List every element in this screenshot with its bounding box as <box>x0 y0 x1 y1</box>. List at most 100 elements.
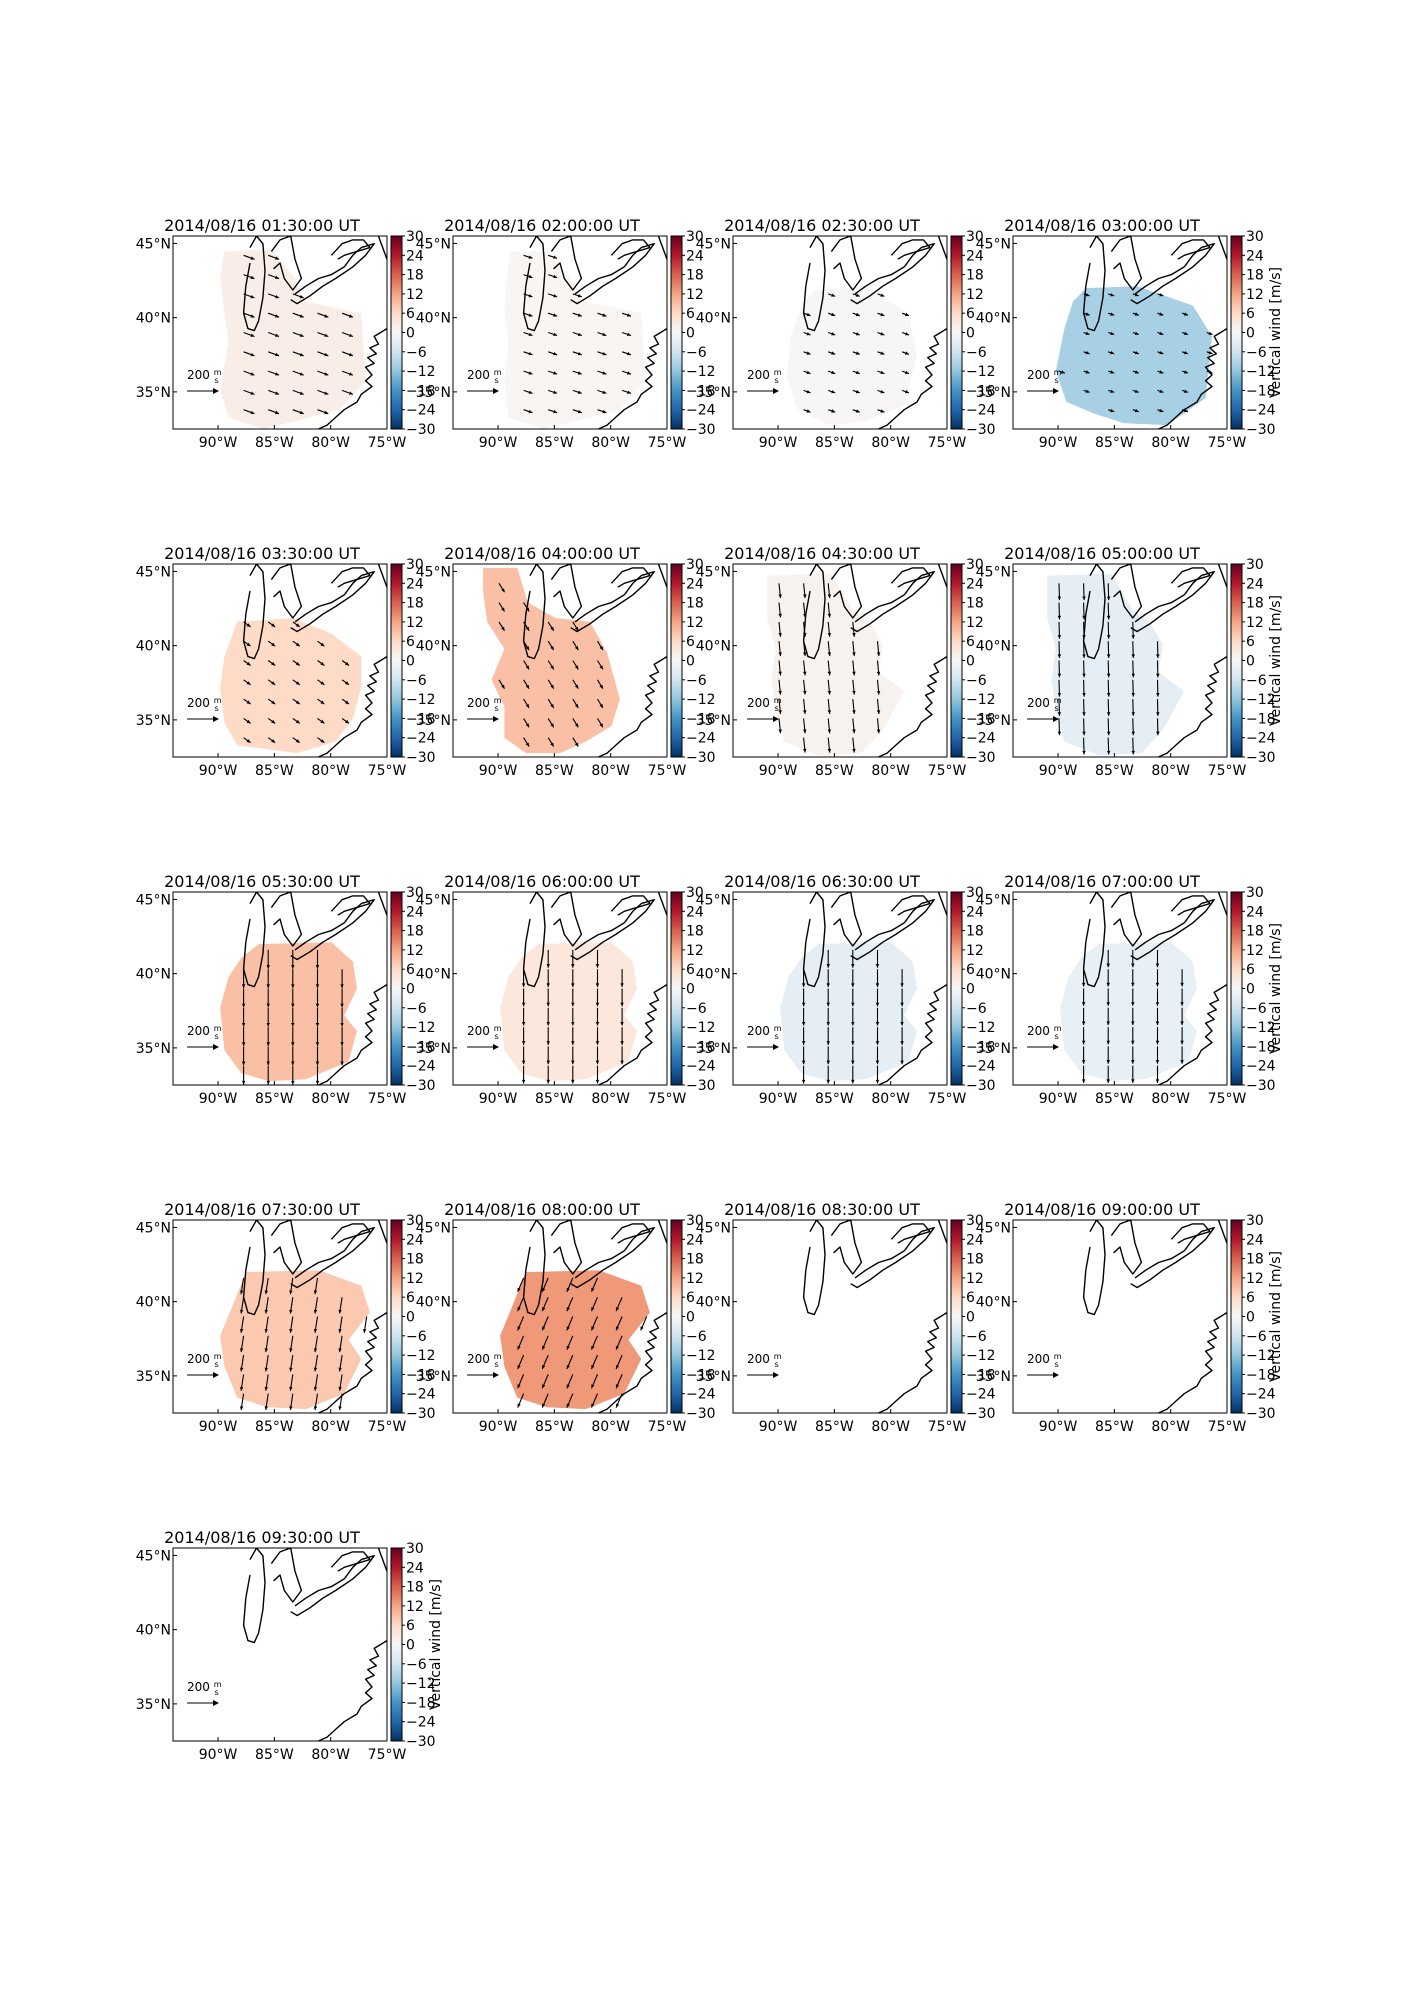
colorbar-label: Vertical wind [m/s] <box>1268 595 1284 726</box>
panel-title: 2014/08/16 03:00:00 UT <box>1004 216 1200 235</box>
wind-vector <box>1157 389 1164 393</box>
wind-vector <box>268 293 280 299</box>
coastline <box>270 891 303 947</box>
wind-vector <box>851 969 855 987</box>
colorbar-tick-label: 12 <box>406 943 424 959</box>
wind-vector <box>1131 988 1135 1006</box>
wind-vector <box>243 274 255 280</box>
wind-vector <box>590 1335 599 1350</box>
wind-vector <box>548 370 558 375</box>
wind-vector <box>1108 351 1115 355</box>
colorbar-tick-label: −30 <box>406 422 436 438</box>
wind-vector <box>1081 1027 1086 1045</box>
x-tick-label: 85°W <box>1095 435 1134 451</box>
wind-vector <box>590 1277 599 1293</box>
wind-vector <box>267 717 276 724</box>
wind-vector <box>801 1007 806 1026</box>
colorbar-tick-label: −30 <box>1246 1406 1276 1422</box>
wind-vector <box>1082 602 1086 620</box>
wind-vector <box>541 1393 549 1408</box>
colorbar-tick-label: −30 <box>966 750 996 766</box>
wind-vector <box>852 621 856 637</box>
colorbar-tick-label: 0 <box>686 1310 695 1326</box>
wind-vector <box>875 1065 880 1084</box>
x-tick-label: 75°W <box>648 435 687 451</box>
wind-vector <box>597 312 607 317</box>
map-panel: 2014/08/16 08:30:00 UT 90°W 85°W 80°W 75°W 45… <box>696 1200 996 1435</box>
wind-vector <box>1155 1027 1160 1045</box>
wind-vector <box>566 1335 574 1350</box>
x-tick-label: 75°W <box>928 1419 967 1435</box>
wind-vector <box>523 640 530 651</box>
colorbar-tick-label: 6 <box>686 962 695 978</box>
colorbar-tick-label: −30 <box>966 422 996 438</box>
x-tick-label: 75°W <box>368 1091 407 1107</box>
wind-vector <box>595 949 600 968</box>
wind-vector <box>291 1065 295 1085</box>
coastline <box>657 1219 668 1244</box>
wind-vector <box>1132 293 1139 297</box>
x-tick-label: 80°W <box>591 1419 630 1435</box>
wind-vector <box>548 254 558 259</box>
panel-title: 2014/08/16 09:00:00 UT <box>1004 1200 1200 1219</box>
y-tick-label: 45°N <box>696 564 731 580</box>
x-tick-label: 90°W <box>479 763 518 779</box>
colorbar-gradient <box>1230 235 1243 430</box>
coastline <box>937 563 948 588</box>
colorbar-tick-label: −18 <box>1246 711 1276 727</box>
colorbar-tick-label: 6 <box>686 1290 695 1306</box>
coastline <box>850 242 935 305</box>
wind-vector <box>317 660 325 666</box>
wind-vector <box>571 949 575 968</box>
colorbar-tick-label: 6 <box>966 1290 975 1306</box>
wind-vector <box>523 718 530 728</box>
colorbar-label: Vertical wind [m/s] <box>1268 1251 1284 1382</box>
wind-vector <box>341 312 354 318</box>
colorbar-gradient <box>950 1219 963 1414</box>
colorbar-tick-label: 6 <box>406 634 415 650</box>
wind-vector <box>900 969 904 987</box>
colorbar-tick-label: 30 <box>966 885 984 901</box>
wind-vector <box>1155 1046 1160 1064</box>
wind-vector <box>803 331 811 336</box>
wind-vector <box>597 409 607 414</box>
wind-vector <box>778 641 782 657</box>
wind-vector <box>572 640 579 651</box>
y-tick-label: 35°N <box>416 713 451 729</box>
colorbar-tick-label: 18 <box>1246 1252 1264 1268</box>
colorbar-tick-label: −18 <box>686 383 716 399</box>
coastline <box>657 235 668 260</box>
wind-vector <box>1108 331 1115 336</box>
wind-vector <box>827 621 832 637</box>
y-tick-label: 35°N <box>696 1369 731 1385</box>
coastline <box>1110 891 1143 947</box>
coastline <box>1170 1223 1211 1244</box>
coastline <box>570 899 655 961</box>
colorbar-label: Vertical wind [m/s] <box>428 1579 444 1710</box>
wind-vector <box>523 737 530 747</box>
colorbar-tick-label: 24 <box>406 248 424 264</box>
colorbar-tick-label: 30 <box>966 229 984 245</box>
colorbar-tick-label: 0 <box>406 1638 415 1654</box>
wind-vector <box>828 389 836 394</box>
wind-vector <box>597 351 607 356</box>
colorbar-tick-label: 12 <box>966 1271 984 1287</box>
colorbar-tick-label: 18 <box>966 924 984 940</box>
wind-vector <box>1157 293 1164 297</box>
colorbar-tick-label: −24 <box>966 1387 996 1403</box>
colorbar-tick-label: −30 <box>406 750 436 766</box>
coastline <box>1170 895 1211 916</box>
wind-vector <box>877 409 885 413</box>
wind-vector <box>590 1374 599 1389</box>
wind-vector <box>826 1007 830 1026</box>
wind-vector <box>243 698 251 705</box>
x-tick-label: 75°W <box>928 1091 967 1107</box>
wind-vector <box>851 1027 855 1045</box>
x-tick-label: 90°W <box>759 435 798 451</box>
coastline <box>330 1223 371 1244</box>
colorbar-tick-label: 24 <box>966 904 984 920</box>
wind-vector <box>523 293 533 298</box>
colorbar-tick-label: −18 <box>966 1039 996 1055</box>
